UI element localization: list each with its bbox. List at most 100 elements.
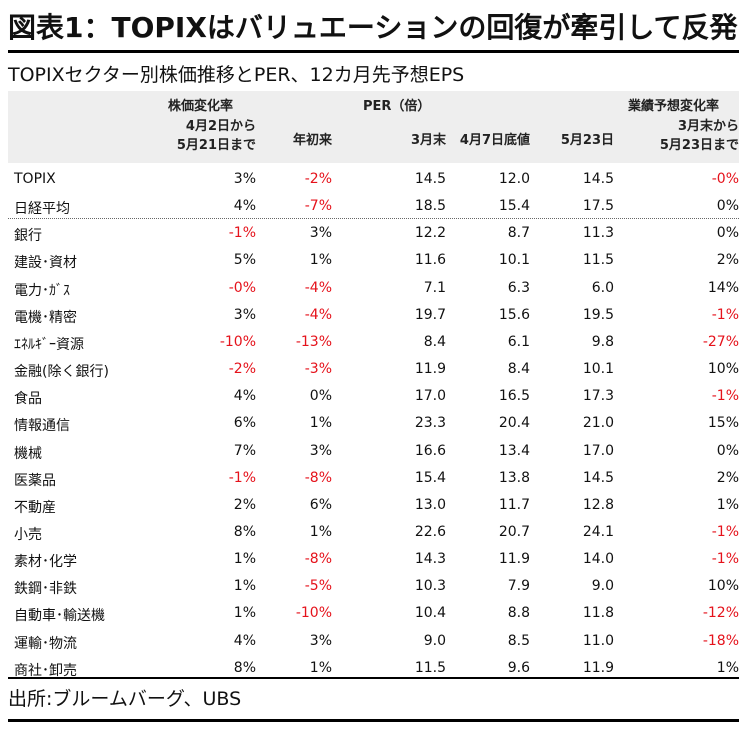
group-header-per: PER（倍）: [363, 99, 431, 114]
column-header: 5月23日: [560, 133, 614, 148]
group-header-price-change: 株価変化率: [168, 99, 234, 114]
table-row: TOPIX 3% -2% 14.5 12.0 14.5 -0%: [8, 166, 739, 193]
cell-value: 14.5: [582, 469, 614, 486]
table-row: 自動車･輸送機 1% -10% 10.4 8.8 11.8 -12%: [8, 600, 739, 627]
cell-value: 1%: [716, 659, 739, 676]
cell-value: 1%: [309, 659, 332, 676]
cell-value: -18%: [702, 632, 739, 649]
cell-value: 8.4: [423, 333, 446, 350]
cell-value: -12%: [702, 605, 739, 622]
cell-value: 18.5: [414, 198, 446, 215]
cell-value: 2%: [716, 252, 739, 269]
cell-value: 17.3: [582, 388, 614, 405]
table-row: 電機･精密 3% -4% 19.7 15.6 19.5 -1%: [8, 302, 739, 329]
cell-value: 4%: [233, 632, 256, 649]
cell-value: 6.0: [591, 279, 614, 296]
row-label: 運輸･物流: [14, 635, 77, 652]
cell-value: 22.6: [414, 523, 446, 540]
cell-value: 11.5: [414, 659, 446, 676]
cell-value: 7.1: [423, 279, 446, 296]
cell-value: 6%: [233, 415, 256, 432]
column-header: 4月2日から 5月21日まで: [176, 119, 256, 153]
table-row: 日経平均 4% -7% 18.5 15.4 17.5 0%: [8, 193, 739, 220]
table-row: 運輸･物流 4% 3% 9.0 8.5 11.0 -18%: [8, 628, 739, 655]
cell-value: 5%: [233, 252, 256, 269]
cell-value: -8%: [304, 551, 332, 568]
cell-value: 20.4: [498, 415, 530, 432]
cell-value: 20.7: [498, 523, 530, 540]
cell-value: 14.0: [582, 551, 614, 568]
chart-subtitle: TOPIXセクター別株価推移とPER、12カ月先予想EPS: [8, 64, 465, 86]
cell-value: -10%: [295, 605, 332, 622]
cell-value: -1%: [711, 523, 739, 540]
cell-value: 12.0: [498, 171, 530, 187]
cell-value: 11.9: [498, 551, 530, 568]
cell-value: 13.0: [414, 496, 446, 513]
cell-value: 1%: [309, 415, 332, 432]
cell-value: 15.4: [414, 469, 446, 486]
cell-value: 11.5: [582, 252, 614, 269]
source-note: 出所:ブルームバーグ、UBS: [8, 688, 242, 710]
cell-value: 3%: [233, 306, 256, 323]
cell-value: -0%: [228, 279, 256, 296]
cell-value: -1%: [228, 225, 256, 242]
cell-value: 11.8: [582, 605, 614, 622]
table-row: 商社･卸売 8% 1% 11.5 9.6 11.9 1%: [8, 655, 739, 682]
cell-value: -2%: [304, 171, 332, 187]
row-label: 小売: [14, 526, 42, 543]
cell-value: 15%: [707, 415, 739, 432]
cell-value: 0%: [716, 442, 739, 459]
cell-value: 8.4: [507, 361, 530, 378]
column-header: 年初来: [292, 133, 332, 148]
cell-value: 17.0: [582, 442, 614, 459]
column-header: 4月7日底値: [459, 133, 530, 148]
cell-value: -1%: [711, 306, 739, 323]
row-label: 商社･卸売: [14, 662, 77, 679]
table-row: 電力･ｶﾞｽ -0% -4% 7.1 6.3 6.0 14%: [8, 275, 739, 302]
row-label: 日経平均: [14, 201, 70, 218]
cell-value: 11.6: [414, 252, 446, 269]
cell-value: 10%: [707, 578, 739, 595]
cell-value: 1%: [233, 605, 256, 622]
cell-value: -4%: [304, 306, 332, 323]
cell-value: 10.1: [498, 252, 530, 269]
table-row: 機械 7% 3% 16.6 13.4 17.0 0%: [8, 438, 739, 465]
cell-value: 9.0: [591, 578, 614, 595]
cell-value: 9.0: [423, 632, 446, 649]
cell-value: 10.1: [582, 361, 614, 378]
cell-value: 3%: [309, 632, 332, 649]
cell-value: -0%: [711, 171, 739, 187]
cell-value: 6.1: [507, 333, 530, 350]
cell-value: 10.4: [414, 605, 446, 622]
table-row: 食品 4% 0% 17.0 16.5 17.3 -1%: [8, 383, 739, 410]
cell-value: 1%: [233, 551, 256, 568]
row-label: 医薬品: [14, 472, 56, 489]
cell-value: 17.0: [414, 388, 446, 405]
cell-value: -8%: [304, 469, 332, 486]
cell-value: 2%: [716, 469, 739, 486]
cell-value: 14%: [707, 279, 739, 296]
row-label: 機械: [14, 445, 42, 462]
table-row: 情報通信 6% 1% 23.3 20.4 21.0 15%: [8, 410, 739, 437]
row-label: 素材･化学: [14, 554, 77, 571]
cell-value: 16.5: [498, 388, 530, 405]
table-row: 鉄鋼･非鉄 1% -5% 10.3 7.9 9.0 10%: [8, 573, 739, 600]
cell-value: 13.8: [498, 469, 530, 486]
cell-value: 19.7: [414, 306, 446, 323]
cell-value: -1%: [711, 551, 739, 568]
cell-value: 13.4: [498, 442, 530, 459]
cell-value: 12.2: [414, 225, 446, 242]
cell-value: 14.3: [414, 551, 446, 568]
cell-value: 11.9: [582, 659, 614, 676]
cell-value: 14.5: [414, 171, 446, 187]
cell-value: 21.0: [582, 415, 614, 432]
cell-value: 8%: [233, 659, 256, 676]
row-label: 自動車･輸送機: [14, 608, 105, 625]
cell-value: 3%: [309, 225, 332, 242]
cell-value: 0%: [309, 388, 332, 405]
column-header: 3月末から 5月23日まで: [659, 119, 739, 153]
group-header-eps-change: 業績予想変化率: [628, 99, 720, 114]
source-rule: [8, 719, 739, 722]
table-bottom-rule: [8, 677, 739, 679]
cell-value: 16.6: [414, 442, 446, 459]
